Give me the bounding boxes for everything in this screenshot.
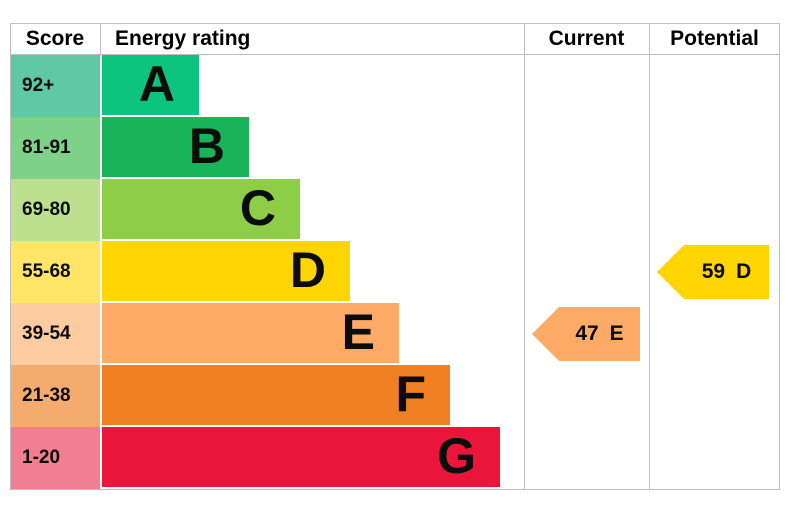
score-range-label: 1-20	[22, 447, 61, 468]
band-bar-d: D	[102, 241, 350, 301]
band-bar-e: E	[102, 303, 399, 363]
band-bar-a: A	[102, 55, 199, 115]
band-row-g: 1-20 G	[0, 427, 790, 489]
score-cell-f: 21-38	[11, 365, 100, 427]
score-range-label: 92+	[22, 75, 55, 96]
current-rating-band: E	[609, 322, 624, 345]
column-header-score: Score	[25, 27, 85, 50]
band-bar-c: C	[102, 179, 300, 239]
band-letter: C	[239, 180, 276, 236]
score-range-label: 69-80	[22, 199, 71, 220]
potential-rating-band: D	[736, 260, 752, 283]
grid-line-bottom	[10, 489, 780, 490]
score-range-label: 55-68	[22, 261, 71, 282]
score-range-label: 21-38	[22, 385, 71, 406]
score-range-label: 81-91	[22, 137, 71, 158]
band-letter: F	[395, 366, 426, 422]
score-cell-e: 39-54	[11, 303, 100, 365]
column-header-current: Current	[548, 27, 625, 50]
grid-line-right	[779, 23, 780, 490]
score-cell-b: 81-91	[11, 117, 100, 179]
score-cell-g: 1-20	[11, 427, 100, 489]
band-row-b: 81-91 B	[0, 117, 790, 179]
column-header-potential: Potential	[670, 27, 759, 50]
band-row-e: 39-54 E	[0, 303, 790, 365]
current-rating-value: 47	[575, 322, 599, 345]
potential-rating-pointer: 59 D	[657, 245, 769, 299]
score-cell-d: 55-68	[11, 241, 100, 303]
score-range-label: 39-54	[22, 323, 71, 344]
band-row-f: 21-38 F	[0, 365, 790, 427]
band-bar-g: G	[102, 427, 500, 487]
grid-line-top	[10, 23, 780, 24]
grid-line-header-separator	[10, 54, 780, 55]
band-letter: E	[341, 304, 375, 360]
band-letter: A	[138, 56, 175, 112]
band-letter: G	[437, 428, 476, 484]
current-rating-pointer: 47 E	[532, 307, 640, 361]
band-letter: B	[188, 118, 225, 174]
grid-line-score-divider	[100, 23, 101, 54]
band-row-c: 69-80 C	[0, 179, 790, 241]
band-bar-b: B	[102, 117, 249, 177]
column-header-energy-rating: Energy rating	[115, 27, 251, 50]
score-cell-c: 69-80	[11, 179, 100, 241]
band-letter: D	[289, 242, 326, 298]
grid-line-potential-divider	[649, 23, 650, 490]
score-cell-a: 92+	[11, 55, 100, 117]
grid-line-left	[10, 23, 11, 490]
band-row-d: 55-68 D	[0, 241, 790, 303]
grid-line-current-divider	[524, 23, 525, 490]
potential-rating-value: 59	[701, 260, 726, 283]
band-bar-f: F	[102, 365, 450, 425]
band-row-a: 92+ A	[0, 55, 790, 117]
